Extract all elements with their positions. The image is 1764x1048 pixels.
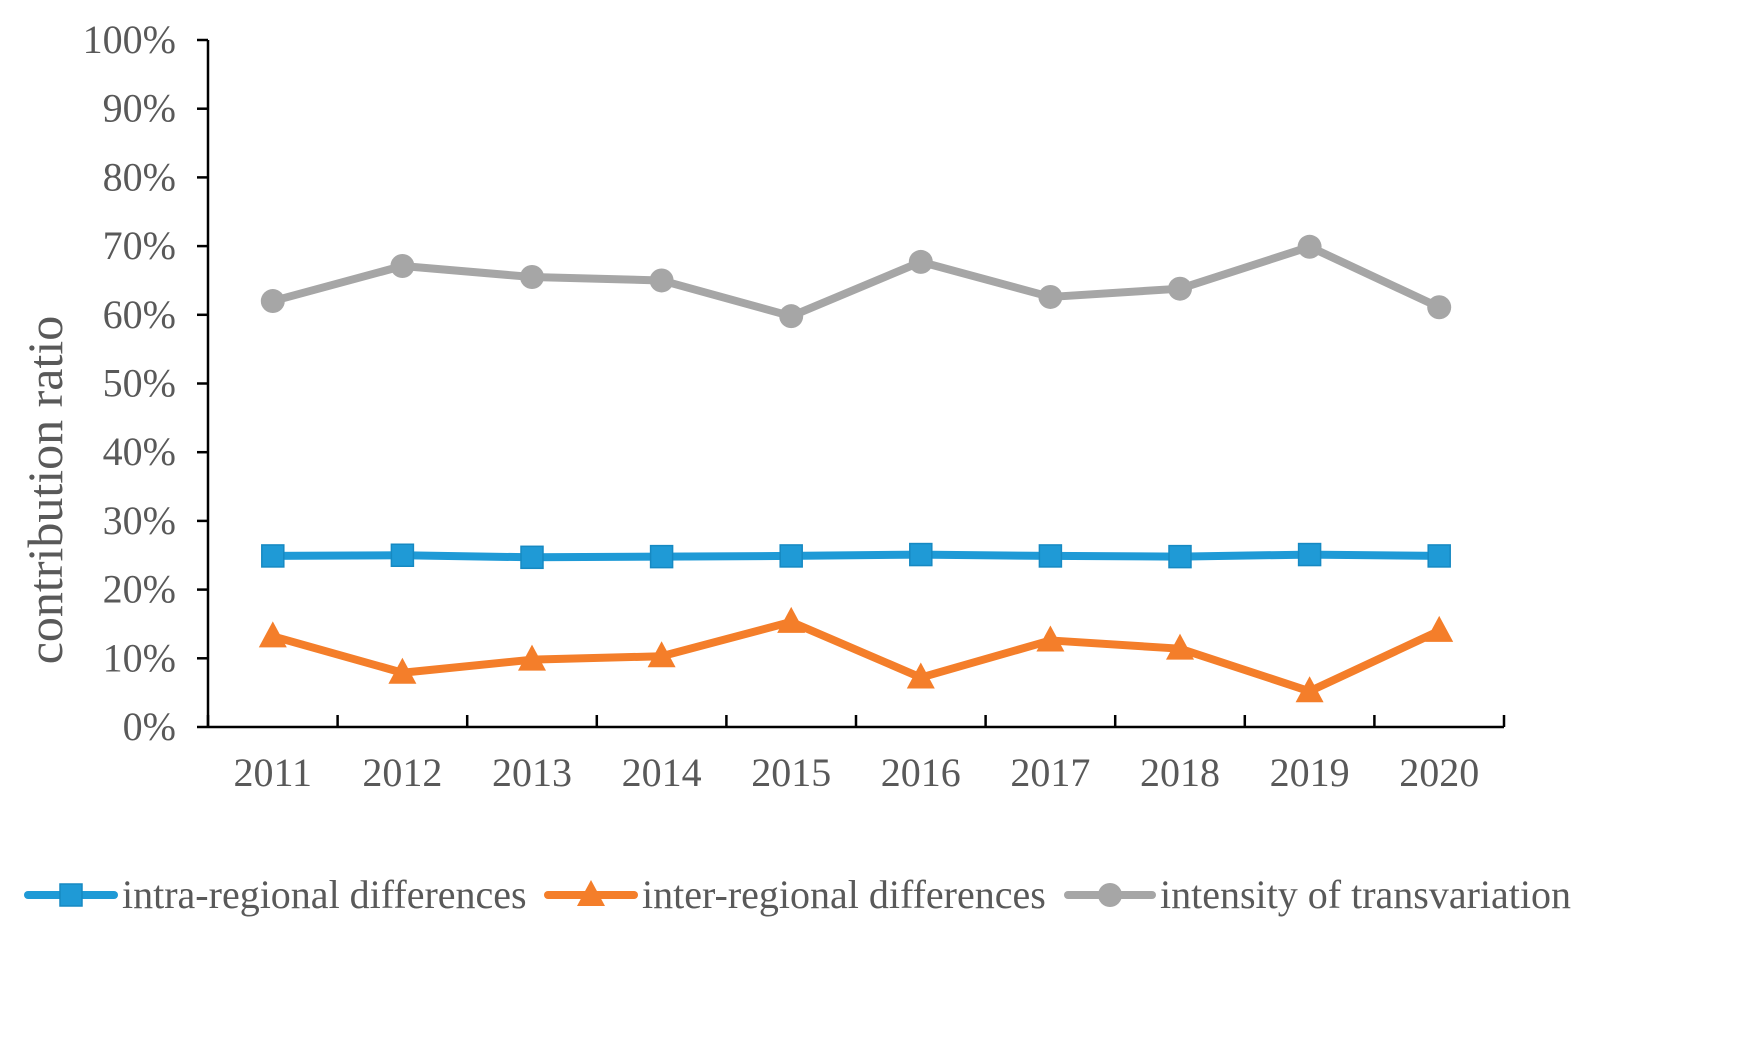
data-point (258, 621, 287, 648)
data-point (1036, 625, 1065, 652)
series-layer (258, 234, 1454, 703)
x-tick-label: 2018 (1140, 750, 1220, 795)
data-point (647, 641, 676, 668)
data-point (909, 542, 933, 567)
x-tick-label: 2016 (881, 750, 961, 795)
series-line (268, 617, 1444, 696)
legend-label: intensity of transvariation (1160, 872, 1571, 917)
x-tick-label: 2013 (492, 750, 572, 795)
x-tick-label: 2017 (1010, 750, 1090, 795)
x-tick-label: 2014 (622, 750, 702, 795)
x-tick-label: 2019 (1270, 750, 1350, 795)
data-point (1038, 544, 1063, 568)
data-point (906, 662, 935, 689)
data-point (390, 254, 415, 279)
data-point (1427, 544, 1451, 568)
y-tick-label: 50% (103, 361, 176, 406)
data-point (520, 265, 544, 290)
data-point (777, 606, 806, 633)
data-point (779, 304, 804, 329)
data-point (388, 657, 417, 684)
legend-item: intra-regional differences (24, 872, 527, 917)
x-tick-label: 2012 (362, 750, 442, 795)
data-point (390, 543, 415, 567)
data-point (260, 289, 285, 314)
x-tick-label: 2011 (234, 750, 313, 795)
y-tick-label: 20% (103, 567, 176, 612)
y-tick-label: 40% (103, 429, 176, 474)
legend-marker (1098, 883, 1122, 907)
y-tick-label: 80% (103, 154, 176, 199)
data-point (518, 644, 546, 671)
data-point (1166, 633, 1194, 660)
data-point (1427, 295, 1452, 320)
series-square (261, 542, 1451, 570)
data-point (1425, 615, 1454, 642)
axes: 0% 10% 20% 30% 40% 50% 60% 70% 80% 90% 100% 2011 201… (83, 17, 1506, 795)
y-axis-title: contribution ratio (17, 316, 73, 665)
legend-marker (577, 880, 605, 906)
data-point (1038, 284, 1063, 309)
series-circle (260, 234, 1452, 329)
legend-item: inter-regional differences (544, 872, 1046, 917)
data-point (1168, 544, 1192, 569)
data-point (908, 249, 933, 274)
series-triangle (258, 606, 1454, 703)
data-point (1297, 234, 1322, 259)
data-point (261, 544, 285, 568)
y-tick-label: 90% (103, 86, 176, 131)
y-tick-label: 70% (103, 223, 176, 268)
legend-item: intensity of transvariation (1064, 872, 1571, 917)
data-point (779, 544, 803, 568)
data-point (520, 545, 544, 570)
data-point (1168, 276, 1192, 301)
series-line (268, 550, 1444, 562)
y-tick-label: 30% (103, 498, 176, 543)
data-point (1297, 542, 1322, 567)
data-point (649, 544, 674, 569)
legend-label: intra-regional differences (122, 872, 527, 917)
series-line (268, 242, 1444, 321)
data-point (1295, 676, 1324, 703)
y-tick-label: 0% (123, 704, 176, 749)
data-point (649, 268, 674, 293)
legend-label: inter-regional differences (642, 872, 1046, 917)
legend: intra-regional differences inter-regional… (24, 872, 1571, 917)
y-tick-label: 10% (103, 635, 176, 680)
legend-marker (59, 883, 83, 907)
x-tick-label: 2015 (751, 750, 831, 795)
x-tick-label: 2020 (1399, 750, 1479, 795)
y-tick-label: 100% (83, 17, 176, 62)
y-tick-label: 60% (103, 292, 176, 337)
